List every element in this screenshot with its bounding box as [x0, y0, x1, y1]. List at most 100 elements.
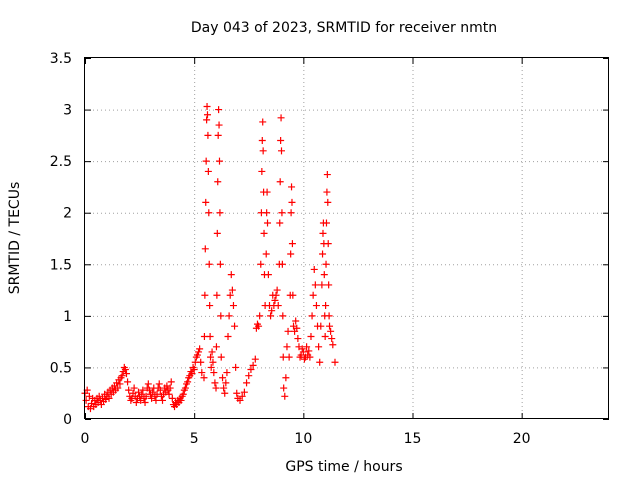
- data-point: [141, 398, 149, 406]
- data-point: [318, 281, 326, 289]
- data-point: [82, 396, 90, 404]
- data-point: [312, 302, 320, 310]
- data-point: [305, 347, 313, 355]
- data-point: [324, 240, 332, 248]
- data-point: [130, 384, 138, 392]
- data-point: [223, 369, 231, 377]
- data-point: [212, 343, 220, 351]
- data-points: [81, 102, 339, 413]
- data-point: [124, 378, 132, 386]
- data-point: [331, 358, 339, 366]
- data-point: [273, 286, 281, 294]
- x-axis-label: GPS time / hours: [285, 459, 402, 475]
- data-point: [285, 353, 293, 361]
- data-point: [325, 312, 333, 320]
- data-point: [217, 353, 225, 361]
- data-point: [323, 171, 331, 179]
- data-point: [309, 291, 317, 299]
- data-point: [259, 118, 267, 126]
- data-point: [195, 348, 203, 356]
- data-point: [184, 378, 192, 386]
- data-point: [283, 343, 291, 351]
- x-tick-label: 20: [513, 431, 531, 447]
- data-point: [321, 332, 329, 340]
- data-point: [215, 121, 223, 129]
- data-point: [177, 396, 185, 404]
- data-point: [281, 392, 289, 400]
- data-point: [277, 114, 285, 122]
- data-point: [243, 379, 251, 387]
- data-point: [319, 250, 327, 258]
- data-point: [122, 370, 130, 378]
- data-point: [214, 131, 222, 139]
- data-point: [227, 271, 235, 279]
- axis-ticks: 0 0.5 1 1.5 2 2.5 3 3.5 0 5 10 15 20: [50, 51, 609, 447]
- data-point: [325, 281, 333, 289]
- data-point: [105, 394, 113, 402]
- data-point: [213, 229, 221, 237]
- data-point: [251, 355, 259, 363]
- data-point: [293, 324, 301, 332]
- data-point: [329, 341, 337, 349]
- data-point: [236, 396, 244, 404]
- data-point: [203, 116, 211, 124]
- x-tick-label: 5: [190, 431, 199, 447]
- data-point: [201, 291, 209, 299]
- data-point: [282, 374, 290, 382]
- data-point: [114, 384, 122, 392]
- data-point: [204, 131, 212, 139]
- data-point: [258, 137, 266, 145]
- data-point: [328, 335, 336, 343]
- data-point: [159, 396, 167, 404]
- data-point: [307, 332, 315, 340]
- data-point: [294, 335, 302, 343]
- data-point: [209, 358, 217, 366]
- data-point: [138, 390, 146, 398]
- data-point: [213, 291, 221, 299]
- y-tick-label: 3.5: [50, 51, 72, 67]
- data-point: [260, 229, 268, 237]
- data-point: [263, 209, 271, 217]
- grid-lines: [85, 58, 609, 419]
- data-point: [267, 312, 275, 320]
- data-point: [200, 374, 208, 382]
- x-tick-label: 15: [404, 431, 422, 447]
- data-point: [221, 389, 229, 397]
- data-point: [238, 392, 246, 400]
- data-point: [139, 386, 147, 394]
- data-point: [233, 389, 241, 397]
- data-point: [326, 322, 334, 330]
- data-point: [202, 157, 210, 165]
- data-point: [327, 327, 335, 335]
- data-point: [247, 365, 255, 373]
- data-point: [216, 260, 224, 268]
- data-point: [226, 291, 234, 299]
- data-point: [279, 312, 287, 320]
- data-point: [215, 106, 223, 114]
- data-point: [193, 351, 201, 359]
- data-point: [278, 147, 285, 155]
- data-point: [202, 198, 210, 206]
- data-point: [188, 370, 196, 378]
- data-point: [219, 374, 227, 382]
- data-point: [284, 327, 292, 335]
- data-point: [216, 209, 224, 217]
- data-point: [206, 332, 214, 340]
- data-point: [102, 395, 110, 403]
- data-point: [197, 358, 205, 366]
- data-point: [220, 384, 228, 392]
- data-point: [268, 307, 276, 315]
- data-point: [316, 358, 324, 366]
- chart-title: Day 043 of 2023, SRMTID for receiver nmt…: [191, 20, 497, 36]
- data-point: [203, 111, 211, 119]
- data-point: [125, 386, 133, 394]
- data-point: [322, 302, 330, 310]
- data-point: [165, 390, 173, 398]
- data-point: [258, 167, 266, 175]
- data-point: [272, 291, 280, 299]
- x-tick-label: 0: [81, 431, 90, 447]
- data-point: [215, 157, 223, 165]
- data-point: [152, 396, 160, 404]
- data-point: [274, 302, 282, 310]
